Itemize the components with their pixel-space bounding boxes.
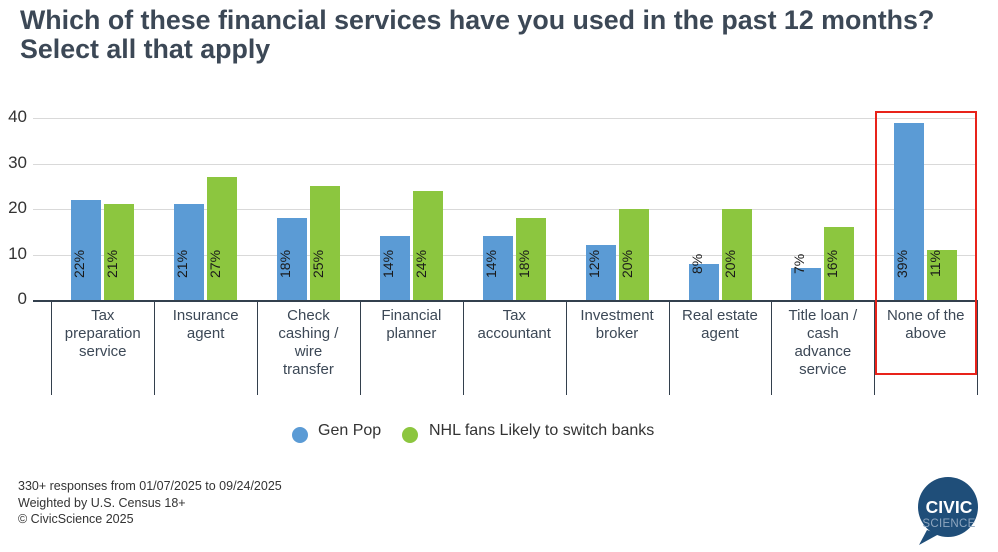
svg-text:CIVIC: CIVIC [926, 497, 973, 517]
svg-text:SCIENCE: SCIENCE [922, 518, 975, 530]
